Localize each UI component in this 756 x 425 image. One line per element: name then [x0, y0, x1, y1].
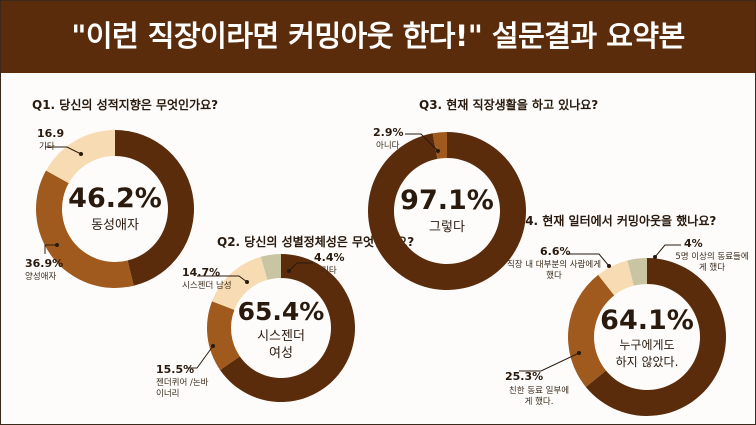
q2-cis-male-pct: 14.7%	[182, 266, 221, 279]
q4-most-label: 직장 내 대부분의 사람에게 했다	[506, 260, 602, 281]
donut-slice	[432, 132, 447, 159]
q4-five-plus-pct: 4%	[684, 237, 703, 250]
leader-line	[405, 133, 439, 152]
q3-no-pct: 2.9%	[373, 126, 404, 139]
leader-dot	[653, 255, 657, 259]
q2-genderqueer-label: 젠더퀴어 /논바이너리	[156, 378, 209, 399]
q1-other-pct: 16.9	[37, 127, 65, 140]
leader-line	[44, 244, 57, 254]
q2-cis-male-label: 시스젠더 남성	[182, 281, 232, 291]
donut-center-label: 누구에게도	[619, 338, 674, 352]
leader-line	[187, 345, 214, 369]
donut-slice	[115, 130, 195, 286]
leader-dot	[211, 344, 215, 348]
q4-some-label: 친한 동료 일부에게 했다.	[508, 386, 570, 407]
donut-center-value: 64.1%	[600, 305, 694, 336]
donut-slice	[35, 170, 134, 288]
q4-five-plus-label: 5명 이상의 동료들에게 했다	[675, 252, 749, 273]
q2-other-pct: 4.4%	[314, 251, 345, 264]
q4-title: Q4. 현재 일터에서 커밍아웃을 했나요?	[515, 214, 717, 228]
leader-line	[45, 146, 82, 155]
q3-donut-chart: 97.1% 그렇다	[368, 132, 526, 290]
leader-dot	[245, 280, 249, 284]
donut-center-label: 여성	[269, 346, 293, 361]
donut-slice	[220, 254, 355, 402]
donut-center-value: 65.4%	[238, 297, 325, 326]
q4-most-pct: 6.6%	[540, 245, 571, 258]
donut-slice	[568, 274, 615, 387]
donut-slice	[585, 258, 726, 416]
leader-dot	[287, 269, 291, 273]
leader-line	[654, 244, 681, 258]
q3-title: Q3. 현재 직장생활을 하고 있나요?	[419, 98, 599, 112]
leader-dot	[607, 264, 611, 268]
title-banner: "이런 직장이라면 커밍아웃 한다!" 설문결과 요약본	[1, 1, 755, 73]
q2-genderqueer-pct: 15.5%	[156, 363, 195, 376]
donut-center-label: 시스젠더	[257, 329, 305, 344]
donut-slice	[207, 301, 240, 370]
donut-slice	[46, 130, 115, 184]
donut-center-label: 하지 않았다.	[616, 355, 679, 369]
q2-title: Q2. 당신의 성별정체성은 무엇인가요?	[217, 235, 415, 249]
q1-donut-chart: 46.2% 동성애자	[35, 130, 195, 288]
q4-some-pct: 25.3%	[505, 370, 544, 383]
q1-bisexual-label: 양성애자	[25, 272, 57, 282]
leader-line	[197, 275, 248, 283]
leader-line	[567, 253, 610, 267]
leader-dot	[436, 149, 440, 153]
leader-dot	[577, 351, 581, 355]
q1-bisexual-pct: 36.9%	[25, 257, 64, 270]
donut-center-label: 동성애자	[91, 218, 139, 233]
donut-slice	[212, 256, 268, 310]
q1-other-label: 기타	[39, 142, 55, 152]
q3-no-label: 아니다	[376, 141, 400, 151]
leader-line	[288, 262, 313, 272]
donut-slice	[627, 258, 647, 286]
q1-title: Q1. 당신의 성적지향은 무엇인가요?	[32, 98, 219, 112]
donut-slice	[598, 260, 634, 296]
donut-slice	[368, 132, 526, 290]
q2-other-label: 기타	[321, 266, 337, 276]
leader-dot	[55, 243, 59, 247]
page-title: "이런 직장이라면 커밍아웃 한다!" 설문결과 요약본	[71, 19, 685, 53]
donut-center-value: 97.1%	[400, 185, 494, 216]
leader-line	[519, 352, 580, 372]
leader-dot	[79, 152, 83, 156]
donut-slice	[260, 254, 281, 280]
donut-center-label: 그렇다	[429, 220, 465, 235]
donut-center-value: 46.2%	[68, 183, 162, 214]
